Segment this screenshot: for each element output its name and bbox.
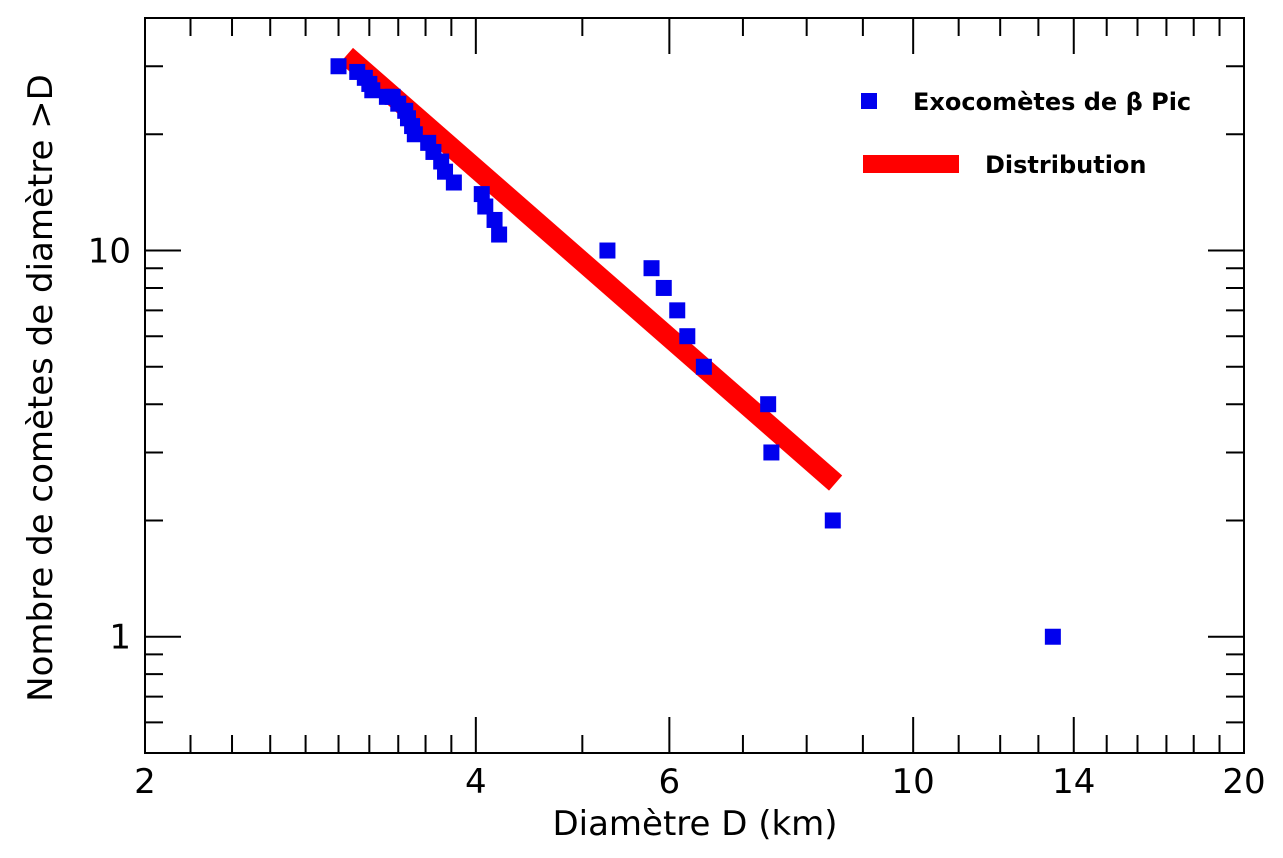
exocomet-point xyxy=(406,126,423,143)
x-tick-label: 10 xyxy=(892,762,935,802)
fit-line-layer xyxy=(339,47,843,491)
exocomet-point xyxy=(330,58,347,75)
exocomet-point xyxy=(655,279,672,296)
x-tick-label: 4 xyxy=(465,762,487,802)
exocomet-point xyxy=(695,358,712,375)
exocomet-point xyxy=(364,82,381,99)
legend: Exocomètes de β Pic Distribution xyxy=(861,88,1191,179)
exocomet-point xyxy=(491,226,508,243)
legend-label-distribution: Distribution xyxy=(985,151,1147,179)
x-tick-label: 2 xyxy=(134,762,156,802)
x-tick-label: 14 xyxy=(1052,762,1095,802)
exocomet-point xyxy=(599,242,616,259)
legend-label-exocomets: Exocomètes de β Pic xyxy=(913,88,1191,116)
exocomet-point xyxy=(445,174,462,191)
y-tick-label: 1 xyxy=(109,618,131,658)
data-points xyxy=(330,58,1061,645)
x-tick-label: 20 xyxy=(1222,762,1265,802)
exocomet-point xyxy=(669,302,686,319)
exocomet-point xyxy=(824,512,841,529)
exocomet-point xyxy=(760,396,777,413)
y-tick-label: 10 xyxy=(88,232,131,272)
exocomet-point xyxy=(643,260,660,277)
x-axis-title: Diamètre D (km) xyxy=(552,804,837,844)
plot-frame xyxy=(144,17,1245,754)
exocomet-point xyxy=(679,328,696,345)
exocomet-point xyxy=(473,186,490,203)
exocomet-point xyxy=(763,444,780,461)
exocomet-point xyxy=(1044,628,1061,645)
tick-labels: 2 4 6 10 14 20 1 10 xyxy=(88,232,1266,802)
x-tick-label: 6 xyxy=(659,762,681,802)
legend-marker-exocomets xyxy=(861,93,877,109)
tick-marks xyxy=(145,18,1244,753)
exocomet-point xyxy=(477,198,494,215)
y-axis-title: Nombre de comètes de diamètre >D xyxy=(21,74,61,702)
legend-marker-distribution xyxy=(863,155,959,173)
distribution-line xyxy=(339,47,843,491)
exocomet-point xyxy=(486,211,503,228)
